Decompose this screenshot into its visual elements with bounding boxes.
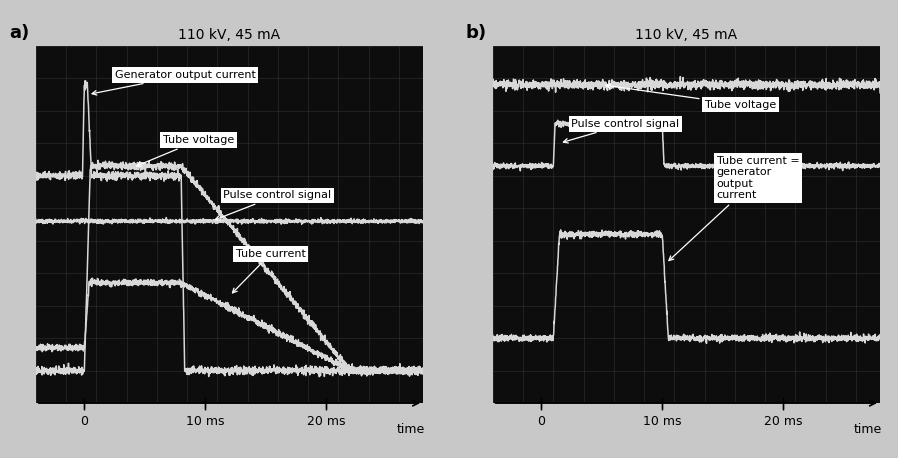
Text: Tube current =
generator
output
current: Tube current = generator output current (669, 156, 799, 261)
Text: time: time (854, 423, 882, 436)
Title: 110 kV, 45 mA: 110 kV, 45 mA (636, 28, 737, 42)
Text: Pulse control signal: Pulse control signal (563, 119, 680, 143)
Text: Tube voltage: Tube voltage (136, 135, 234, 166)
Text: a): a) (9, 24, 29, 43)
Text: time: time (397, 423, 425, 436)
Text: Pulse control signal: Pulse control signal (216, 191, 331, 220)
Text: Tube voltage: Tube voltage (606, 84, 776, 109)
Title: 110 kV, 45 mA: 110 kV, 45 mA (179, 28, 280, 42)
Text: Tube current: Tube current (233, 249, 305, 293)
Text: b): b) (466, 24, 487, 43)
Text: Generator output current: Generator output current (92, 70, 255, 95)
